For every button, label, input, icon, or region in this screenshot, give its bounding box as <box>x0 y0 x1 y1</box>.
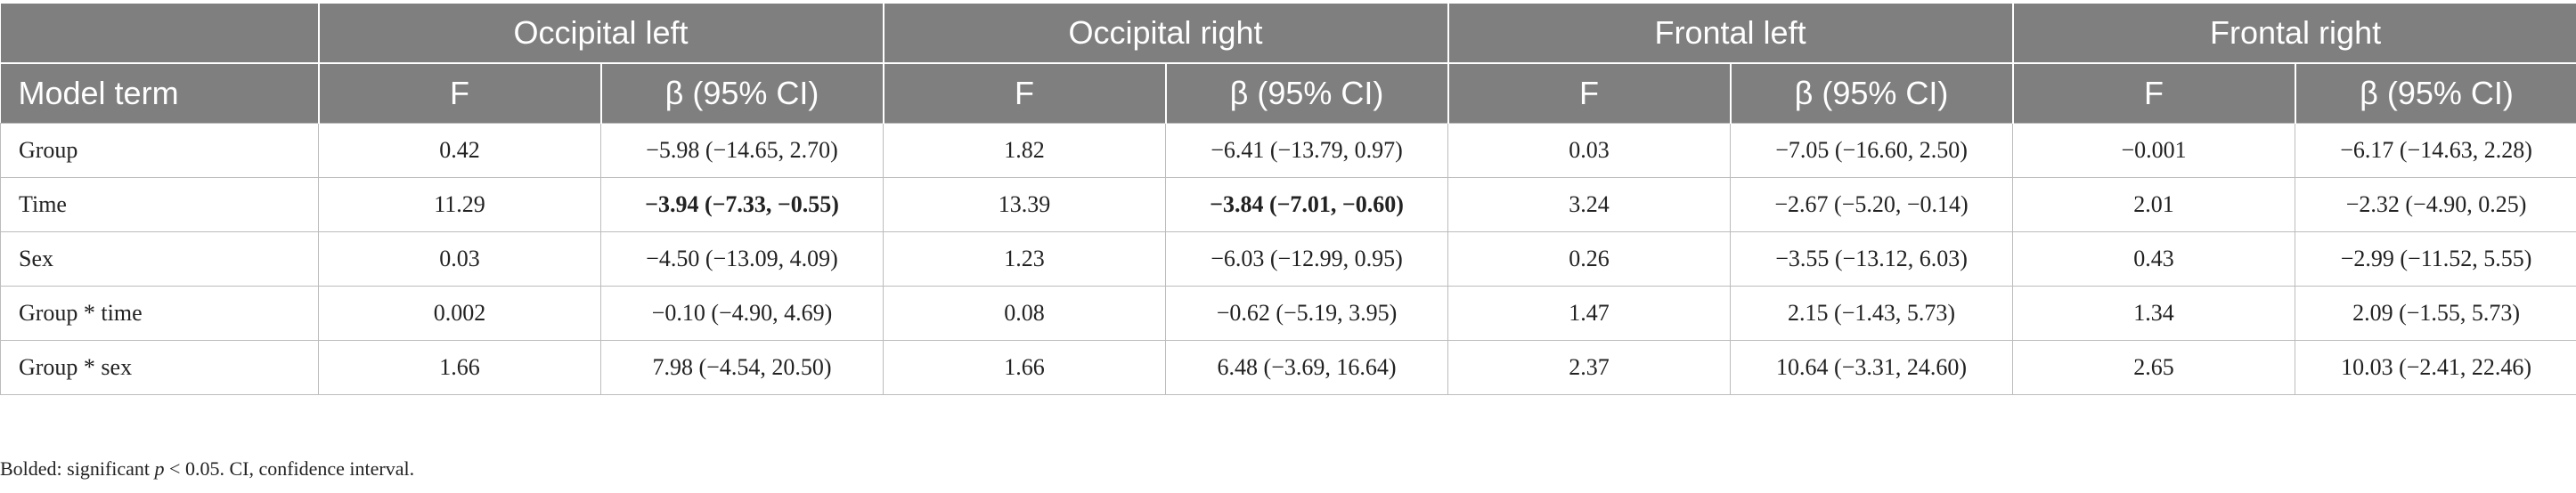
model-term-cell: Time <box>0 177 319 232</box>
beta-cell: −3.55 (−13.12, 6.03) <box>1730 231 2014 287</box>
beta-cell: −2.99 (−11.52, 5.55) <box>2295 231 2576 287</box>
results-table: Occipital left Occipital right Frontal l… <box>0 4 2576 395</box>
f-cell: 1.66 <box>883 340 1167 395</box>
header-model-term: Model term <box>0 63 319 124</box>
f-cell: 0.03 <box>318 231 601 287</box>
f-cell: 2.01 <box>2012 177 2296 232</box>
f-cell: 3.24 <box>1447 177 1732 232</box>
header-f: F <box>882 63 1166 124</box>
beta-cell: 6.48 (−3.69, 16.64) <box>1165 340 1449 395</box>
beta-cell: 7.98 (−4.54, 20.50) <box>599 340 884 395</box>
region-header-row: Occipital left Occipital right Frontal l… <box>0 4 2576 64</box>
beta-cell: 2.09 (−1.55, 5.73) <box>2295 286 2576 341</box>
beta-cell: −6.03 (−12.99, 0.95) <box>1165 231 1449 287</box>
beta-cell: −3.94 (−7.33, −0.55) <box>599 177 884 232</box>
beta-cell: 10.03 (−2.41, 22.46) <box>2295 340 2576 395</box>
header-f: F <box>2011 63 2295 124</box>
f-cell: 0.08 <box>883 286 1167 341</box>
f-cell: 1.34 <box>2012 286 2296 341</box>
beta-cell: −3.84 (−7.01, −0.60) <box>1165 177 1449 232</box>
f-cell: 0.26 <box>1447 231 1732 287</box>
f-cell: 0.03 <box>1447 123 1732 178</box>
beta-cell: −7.05 (−16.60, 2.50) <box>1730 123 2014 178</box>
blank-header-cell <box>0 4 319 64</box>
beta-cell: 2.15 (−1.43, 5.73) <box>1730 286 2014 341</box>
header-beta-ci: β (95% CI) <box>599 63 884 124</box>
f-cell: 2.65 <box>2012 340 2296 395</box>
header-beta-ci: β (95% CI) <box>1729 63 2013 124</box>
beta-cell: −0.62 (−5.19, 3.95) <box>1165 286 1449 341</box>
beta-cell: −4.50 (−13.09, 4.09) <box>599 231 884 287</box>
header-f: F <box>1447 63 1731 124</box>
table-footnote: Bolded: significant p < 0.05. CI, confid… <box>0 457 414 481</box>
beta-cell: 10.64 (−3.31, 24.60) <box>1730 340 2014 395</box>
beta-cell: −6.17 (−14.63, 2.28) <box>2295 123 2576 178</box>
table-row: Sex 0.03 −4.50 (−13.09, 4.09) 1.23 −6.03… <box>0 231 2576 287</box>
beta-cell: −2.67 (−5.20, −0.14) <box>1730 177 2014 232</box>
model-term-cell: Group * sex <box>0 340 319 395</box>
header-beta-ci: β (95% CI) <box>2294 63 2576 124</box>
footnote-suffix: < 0.05. CI, confidence interval. <box>164 457 415 480</box>
header-beta-ci: β (95% CI) <box>1164 63 1448 124</box>
model-term-cell: Sex <box>0 231 319 287</box>
model-term-cell: Group * time <box>0 286 319 341</box>
table-row: Group * time 0.002 −0.10 (−4.90, 4.69) 0… <box>0 286 2576 341</box>
beta-cell: −2.32 (−4.90, 0.25) <box>2295 177 2576 232</box>
table-row: Time 11.29 −3.94 (−7.33, −0.55) 13.39 −3… <box>0 177 2576 232</box>
f-cell: 13.39 <box>883 177 1167 232</box>
header-f: F <box>317 63 601 124</box>
beta-cell: −5.98 (−14.65, 2.70) <box>599 123 884 178</box>
beta-cell: −6.41 (−13.79, 0.97) <box>1165 123 1449 178</box>
table-row: Group 0.42 −5.98 (−14.65, 2.70) 1.82 −6.… <box>0 123 2576 178</box>
header-frontal-left: Frontal left <box>1447 4 2013 64</box>
header-frontal-right: Frontal right <box>2011 4 2576 64</box>
header-occipital-right: Occipital right <box>882 4 1448 64</box>
header-occipital-left: Occipital left <box>317 4 884 64</box>
table-row: Group * sex 1.66 7.98 (−4.54, 20.50) 1.6… <box>0 340 2576 395</box>
f-cell: 0.002 <box>318 286 601 341</box>
f-cell: −0.001 <box>2012 123 2296 178</box>
model-term-cell: Group <box>0 123 319 178</box>
f-cell: 2.37 <box>1447 340 1732 395</box>
footnote-prefix: Bolded: significant <box>0 457 155 480</box>
f-cell: 1.82 <box>883 123 1167 178</box>
f-cell: 1.47 <box>1447 286 1732 341</box>
f-cell: 1.66 <box>318 340 601 395</box>
f-cell: 0.43 <box>2012 231 2296 287</box>
column-header-row: Model term F β (95% CI) F β (95% CI) F β… <box>0 63 2576 124</box>
beta-cell: −0.10 (−4.90, 4.69) <box>599 286 884 341</box>
f-cell: 1.23 <box>883 231 1167 287</box>
f-cell: 11.29 <box>318 177 601 232</box>
f-cell: 0.42 <box>318 123 601 178</box>
footnote-p-symbol: p <box>154 457 165 480</box>
